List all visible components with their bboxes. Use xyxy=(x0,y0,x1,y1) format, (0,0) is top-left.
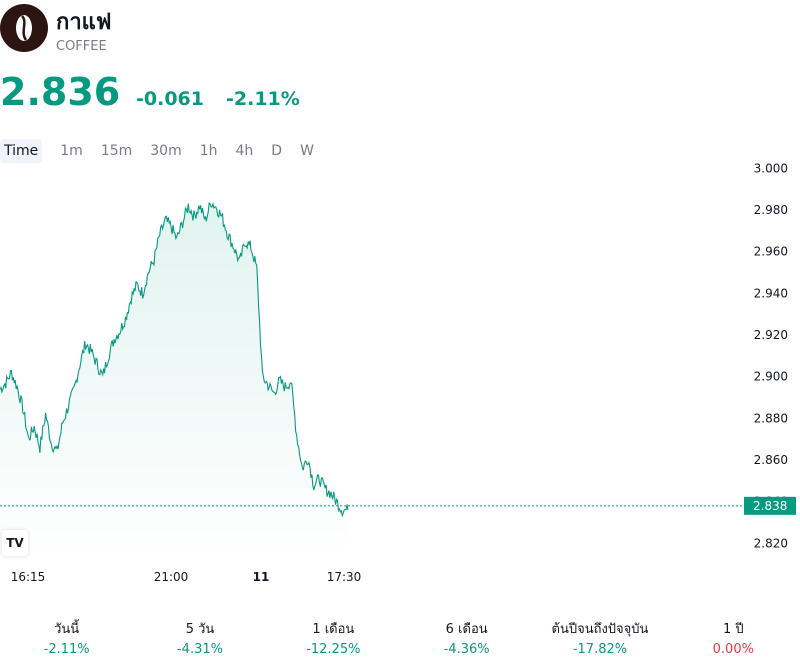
perf-value: -17.82% xyxy=(572,642,628,657)
perf-value: -4.36% xyxy=(443,642,490,657)
y-tick-label: 2.900 xyxy=(754,370,788,384)
symbol-subtitle: COFFEE xyxy=(56,39,107,54)
tradingview-logo[interactable]: TV xyxy=(2,530,28,556)
perf-1-year[interactable]: 1 ปี 0.00% xyxy=(667,620,800,660)
y-tick-label: 2.960 xyxy=(754,245,788,259)
perf-value: -4.31% xyxy=(176,642,223,657)
price-line xyxy=(0,201,349,518)
x-tick-label: 21:00 xyxy=(154,570,189,584)
perf-label: ต้นปีจนถึงปัจจุบัน xyxy=(551,622,649,637)
perf-ytd[interactable]: ต้นปีจนถึงปัจจุบัน -17.82% xyxy=(533,620,666,660)
tab-15m[interactable]: 15m xyxy=(100,143,133,159)
tab-w[interactable]: W xyxy=(300,143,314,159)
perf-value: -2.11% xyxy=(43,642,90,657)
y-axis: 3.000 2.980 2.960 2.940 2.920 2.900 2.880 2.860… xyxy=(754,161,788,550)
price-change-percent: -2.11% xyxy=(226,88,300,110)
y-tick-label: 2.820 xyxy=(754,536,788,550)
x-tick-label: 16:15 xyxy=(11,570,46,584)
last-price: 2.836 xyxy=(0,70,121,114)
perf-5-days[interactable]: 5 วัน -4.31% xyxy=(133,620,266,660)
tab-time[interactable]: Time xyxy=(0,139,43,163)
y-tick-label: 2.860 xyxy=(754,453,788,467)
price-area xyxy=(0,203,348,560)
x-axis: 16:15 21:00 11 17:30 xyxy=(11,570,362,584)
y-tick-label: 2.940 xyxy=(754,286,788,300)
price-chart[interactable]: 3.000 2.980 2.960 2.940 2.920 2.900 2.880 2.860… xyxy=(0,160,800,590)
tab-1h[interactable]: 1h xyxy=(199,143,218,159)
perf-1-month[interactable]: 1 เดือน -12.25% xyxy=(267,620,400,660)
price-change: -0.061 xyxy=(136,88,204,110)
coffee-bean-icon xyxy=(16,15,32,41)
perf-label: 5 วัน xyxy=(185,622,215,637)
perf-label: 1 เดือน xyxy=(312,622,355,637)
timeframe-tabs: Time 1m 15m 30m 1h 4h D W xyxy=(0,139,324,163)
symbol-title: กาแฟ xyxy=(56,10,112,35)
y-tick-label: 2.980 xyxy=(754,203,788,217)
perf-6-months[interactable]: 6 เดือน -4.36% xyxy=(400,620,533,660)
perf-value: -12.25% xyxy=(306,642,361,657)
x-tick-label: 11 xyxy=(253,570,270,584)
perf-label: วันนี้ xyxy=(54,622,80,637)
tab-d[interactable]: D xyxy=(271,143,283,159)
last-price-tag xyxy=(744,496,796,515)
perf-label: 1 ปี xyxy=(722,622,744,637)
last-price-tag-label: 2.838 xyxy=(753,499,787,513)
x-tick-label: 17:30 xyxy=(327,570,362,584)
y-tick-label: 2.920 xyxy=(754,328,788,342)
tab-30m[interactable]: 30m xyxy=(150,143,182,159)
y-tick-label: 3.000 xyxy=(754,161,788,175)
y-tick-label: 2.880 xyxy=(754,411,788,425)
performance-bar: วันนี้ -2.11% 5 วัน -4.31% 1 เดือน -12.2… xyxy=(0,620,800,660)
perf-label: 6 เดือน xyxy=(445,622,488,637)
tab-1m[interactable]: 1m xyxy=(60,143,83,159)
perf-value: 0.00% xyxy=(712,642,754,657)
coffee-bean-logo xyxy=(0,4,48,52)
perf-today[interactable]: วันนี้ -2.11% xyxy=(0,620,133,660)
tab-4h[interactable]: 4h xyxy=(235,143,254,159)
